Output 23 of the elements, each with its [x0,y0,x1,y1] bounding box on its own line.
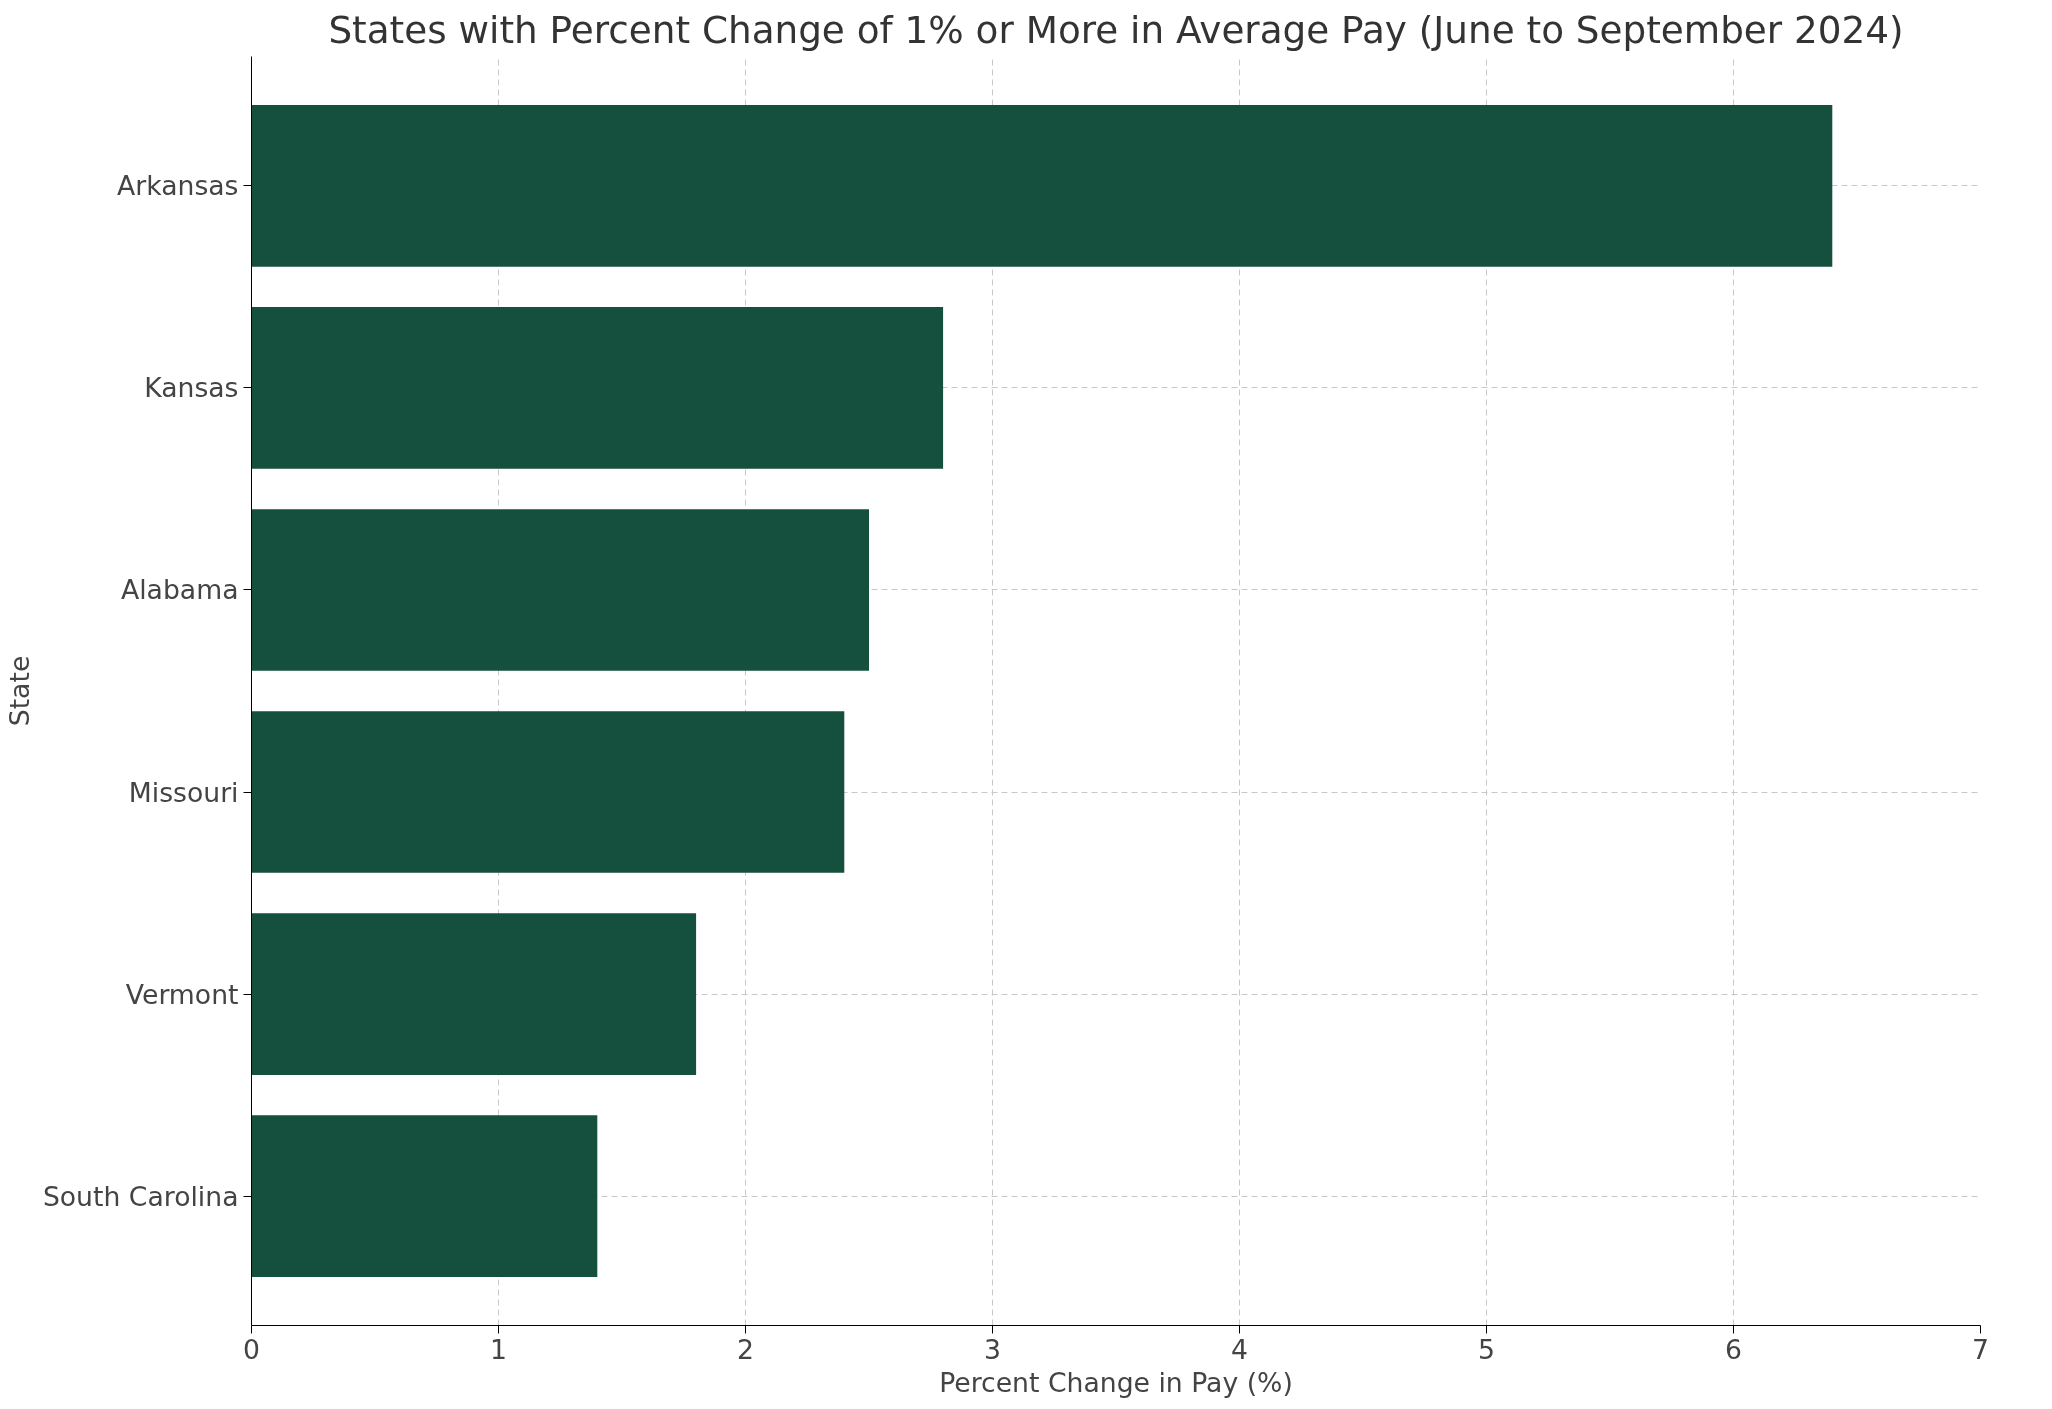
chart-title: States with Percent Change of 1% or More in Average Pay (June to September 2024) [328,7,1904,52]
y-tick-label: Alabama [120,574,239,606]
y-tick-label: Missouri [128,776,239,808]
y-tick-label: Arkansas [117,170,239,202]
x-tick-label: 0 [243,1333,260,1365]
x-tick-label: 5 [1478,1333,1495,1365]
bar [251,105,1833,267]
x-tick-label: 6 [1725,1333,1742,1365]
x-tick-label: 2 [737,1333,754,1365]
bar [251,307,944,469]
x-axis-title: Percent Change in Pay (%) [939,1366,1293,1398]
x-tick-label: 1 [490,1333,507,1365]
bar [251,913,697,1075]
x-tick-label: 4 [1231,1333,1248,1365]
y-tick-label: South Carolina [42,1180,239,1212]
bar [251,1115,598,1277]
bar [251,509,869,671]
bar [251,711,845,873]
x-tick-label: 3 [984,1333,1001,1365]
x-tick-label: 7 [1972,1333,1989,1365]
y-axis-title: State [3,655,35,727]
y-tick-label: Kansas [144,372,239,404]
y-tick-label: Vermont [125,978,239,1010]
